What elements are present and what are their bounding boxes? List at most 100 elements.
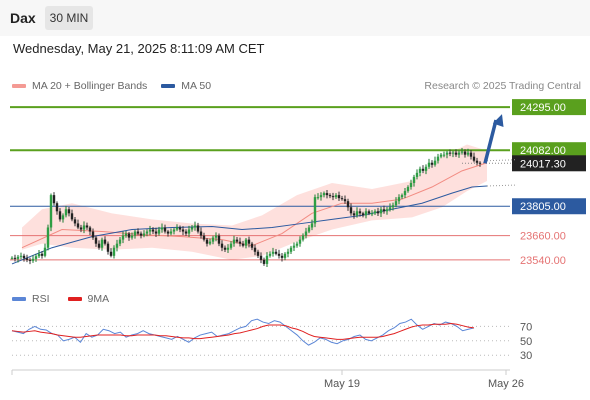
candle-body (199, 231, 203, 236)
candle-body (229, 243, 233, 248)
candle-body (175, 227, 179, 230)
candle-body (259, 255, 263, 260)
candle-body (403, 191, 407, 196)
candle-body (64, 209, 68, 216)
candle-body (373, 211, 377, 214)
level-label-0: 24295.00 (512, 99, 586, 116)
candles (10, 147, 482, 267)
candle-body (37, 253, 41, 257)
candle-body (391, 205, 395, 208)
candle-body (310, 223, 314, 228)
candle-body (301, 235, 305, 240)
rsi-legend-item-rsi: RSI (12, 293, 50, 305)
candle-body (124, 233, 128, 236)
candle-body (205, 239, 209, 244)
candle-body (172, 229, 176, 232)
level-label-text-1: 24082.00 (520, 145, 566, 157)
candle-body (115, 243, 119, 248)
candle-body (184, 231, 188, 234)
candle-body (370, 213, 374, 215)
candle-body (244, 239, 248, 246)
candle-body (283, 253, 287, 258)
candle-body (472, 156, 476, 161)
rsi-legend: RSI 9MA (12, 293, 127, 305)
x-tick-label-1: May 26 (488, 378, 524, 390)
candle-body (58, 211, 62, 220)
top-bar: Dax 30 MIN (0, 0, 590, 36)
candle-body (118, 239, 122, 244)
candle-body (22, 255, 26, 259)
forecast-arrow-head (492, 114, 504, 128)
candle-body (40, 253, 44, 256)
candle-body (211, 237, 215, 242)
candle-body (46, 227, 50, 248)
candle-body (106, 243, 110, 252)
level-label-text-0: 24295.00 (520, 102, 566, 114)
candle-body (142, 233, 146, 236)
candle-body (25, 258, 29, 260)
level-label-2: 24017.30 (512, 155, 586, 172)
candle-body (166, 231, 170, 234)
candle-body (190, 227, 194, 230)
legend-swatch-bb (12, 84, 26, 88)
candle-body (235, 239, 239, 242)
candle-body (103, 239, 107, 244)
rsi-level-label-1: 50 (520, 336, 532, 348)
candle-body (157, 229, 161, 234)
candle-body (427, 162, 431, 167)
candle-body (349, 207, 353, 214)
level-label-1: 24082.00 (512, 142, 586, 159)
candle-body (61, 215, 65, 220)
candle-body (193, 225, 197, 228)
level-label-5: 23540.00 (520, 255, 566, 267)
candle-body (13, 257, 17, 259)
candle-body (10, 257, 14, 259)
candle-body (88, 227, 92, 232)
candle-body (415, 172, 419, 177)
candle-body (256, 251, 260, 256)
candle-body (337, 195, 341, 199)
timeframe-button[interactable]: 30 MIN (45, 6, 93, 30)
candle-body (352, 213, 356, 216)
candle-body (343, 199, 347, 202)
level-label-bg-0 (512, 99, 586, 116)
level-label-3: 23805.00 (512, 198, 586, 215)
candle-body (163, 227, 167, 232)
forecast-arrow-shaft (483, 119, 498, 164)
candle-body (208, 241, 212, 244)
candle-body (79, 227, 83, 230)
candle-body (478, 162, 482, 164)
candle-body (445, 152, 449, 155)
candle-body (130, 235, 134, 238)
candle-body (454, 152, 458, 155)
candle-body (97, 243, 101, 248)
candle-body (421, 168, 425, 171)
candle-body (112, 247, 116, 256)
level-label-4: 23660.00 (520, 231, 566, 243)
candle-body (460, 151, 464, 153)
candle-body (319, 195, 323, 198)
candle-body (178, 227, 182, 230)
candle-body (148, 229, 152, 232)
candle-body (181, 229, 185, 232)
candle-body (289, 247, 293, 252)
rsi-level-label-0: 70 (520, 321, 532, 333)
candle-body (325, 193, 329, 196)
candle-body (247, 239, 251, 244)
candle-body (433, 160, 437, 165)
candle-body (346, 201, 350, 208)
candle-body (274, 251, 278, 254)
candle-body (19, 255, 23, 257)
candle-body (202, 235, 206, 240)
rsi-ma-legend-label: 9MA (87, 293, 110, 305)
candle-body (43, 247, 47, 256)
candle-body (139, 233, 143, 236)
candle-body (154, 231, 158, 234)
candle-body (361, 213, 365, 216)
level-label-bg-2 (512, 155, 586, 172)
candle-body (268, 253, 272, 256)
candle-body (334, 195, 338, 198)
candle-body (145, 231, 149, 234)
candle-body (121, 235, 125, 240)
